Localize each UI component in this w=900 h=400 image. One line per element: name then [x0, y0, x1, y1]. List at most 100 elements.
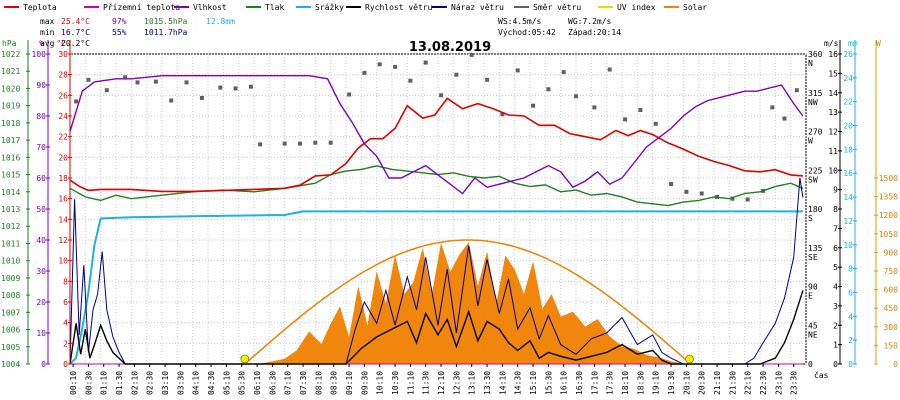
rain-axis-tick-label: 14 [843, 193, 853, 202]
direction-tick-label: 90 [808, 283, 818, 292]
solar-axis-tick-label: 600 [884, 286, 899, 295]
solar-axis-tick-label: 0 [893, 360, 898, 369]
hpa-axis: 1022 1021 1020 1019 1018 1017 1016 1015 1014 1013… [1, 40, 30, 369]
hpa-axis-tick-label: 1004 [1, 360, 20, 369]
solar-axis-tick-label: 300 [884, 323, 899, 332]
humidity-axis-tick-label: 0 [41, 360, 46, 369]
x-tick-label: 05:30 [238, 371, 247, 395]
stats-max-label: max [40, 17, 55, 26]
stats-sunset: Západ:20:14 [568, 28, 621, 37]
temperature-axis-tick-label: 14 [58, 215, 68, 224]
wind-direction-point [531, 103, 536, 108]
wind-direction-point [408, 78, 413, 83]
rain-axis-tick-label: 6 [848, 288, 853, 297]
wind-direction-point [258, 142, 263, 147]
x-tick-label: 09:10 [345, 371, 354, 395]
stats-max-temp: 25.4°C [61, 17, 90, 26]
axis-unit-label: hPa [2, 39, 17, 48]
axes: 1022102110201019101810171016101510141013… [1, 39, 898, 395]
temperature-axis-tick-label: 2 [63, 339, 68, 348]
x-tick-label: 08:10 [314, 371, 323, 395]
plot-area [69, 52, 807, 365]
rain-axis-tick-label: 26 [843, 50, 853, 59]
x-tick-label: 21:10 [713, 371, 722, 395]
humidity-axis-tick-label: 90 [36, 81, 46, 90]
rain-axis-tick-label: 24 [843, 74, 853, 83]
legend-label-wind_gust: Náraz větru [451, 3, 504, 12]
rain-axis-tick-label: 22 [843, 98, 853, 107]
temperature-axis-tick-label: 30 [58, 50, 68, 59]
solar-axis-tick-label: 450 [884, 304, 899, 313]
humidity-axis-tick-label: 60 [36, 174, 46, 183]
temperature-axis-tick-label: 28 [58, 71, 68, 80]
axis-unit-label: W [876, 39, 881, 48]
wind-direction-point [794, 88, 799, 93]
wind-direction-point [347, 92, 352, 97]
x-tick-label: 03:10 [161, 371, 170, 395]
humidity-axis-tick-label: 40 [36, 236, 46, 245]
x-tick-label: 00:10 [69, 371, 78, 395]
uv-index-point [240, 354, 250, 364]
x-tick-label: 10:30 [391, 371, 400, 395]
wind-direction-point [485, 77, 490, 82]
temperature-axis-tick-label: 0 [63, 360, 68, 369]
x-tick-label: 23:30 [790, 371, 799, 395]
stats-avg-label: avg [40, 39, 55, 48]
wind-speed-axis-tick-label: 11 [828, 147, 838, 156]
legend-label-apparent_temperature: Přízemní teplota [103, 3, 180, 12]
hpa-axis-tick-label: 1022 [1, 50, 20, 59]
wind-direction-point [86, 77, 91, 82]
x-tick-label: 11:30 [422, 371, 431, 395]
hpa-axis-tick-label: 1019 [1, 102, 20, 111]
chart-title: 13.08.2019 [409, 40, 491, 55]
x-tick-label: 19:10 [652, 371, 661, 395]
temperature-axis-tick-label: 8 [63, 277, 68, 286]
rain-axis-tick-label: 10 [843, 241, 853, 250]
wind-direction-point [500, 112, 505, 117]
direction-compass-label: E [808, 292, 813, 301]
wind-speed-axis-tick-label: 12 [828, 128, 838, 137]
uv-index-point [685, 354, 694, 364]
wind-speed-axis-tick-label: 5 [833, 263, 838, 272]
x-tick-label: 16:30 [575, 371, 584, 395]
wind-direction-point [218, 85, 223, 90]
x-tick-label: 13:30 [483, 371, 492, 395]
wind-direction-point [439, 93, 444, 98]
x-tick-label: 12:10 [437, 371, 446, 395]
direction-compass-label: W [808, 137, 813, 146]
temperature-axis-tick-label: 26 [58, 91, 68, 100]
direction-compass-label: SE [808, 253, 818, 262]
x-tick-label: 07:10 [284, 371, 293, 395]
direction-compass-label: NE [808, 330, 818, 339]
rain-axis-tick-label: 2 [848, 336, 853, 345]
wind-direction-point [328, 140, 333, 145]
wind-direction-point [393, 64, 398, 69]
x-tick-label: 22:30 [759, 371, 768, 395]
stats-min-label: min [40, 28, 55, 37]
wind-direction-point [74, 99, 79, 104]
x-tick-label: 13:10 [468, 371, 477, 395]
x-tick-label: 06:10 [253, 371, 262, 395]
wind-direction-point [248, 84, 253, 89]
stats-sunrise: Východ:05:42 [498, 28, 556, 37]
solar-axis-tick-label: 1500 [879, 174, 898, 183]
legend-label-wind_direction: Směr větru [533, 3, 581, 12]
humidity-axis-tick-label: 100 [32, 50, 47, 59]
rain-axis-tick-label: 16 [843, 169, 853, 178]
wind-direction-point [592, 105, 597, 110]
x-axis-label: čas [814, 370, 829, 380]
x-tick-label: 09:30 [360, 371, 369, 395]
x-tick-label: 17:10 [590, 371, 599, 395]
wind-speed-axis-tick-label: 7 [833, 224, 838, 233]
direction-compass-label: NW [808, 98, 818, 107]
wind-direction-point [199, 95, 204, 100]
wind-speed-axis-tick-label: 9 [833, 186, 838, 195]
x-tick-label: 20:30 [698, 371, 707, 395]
legend-label-rain: Srážky [315, 3, 344, 12]
hpa-axis-tick-label: 1014 [1, 188, 20, 197]
direction-tick-label: 180 [808, 205, 823, 214]
solar-axis-tick-label: 1050 [879, 230, 898, 239]
